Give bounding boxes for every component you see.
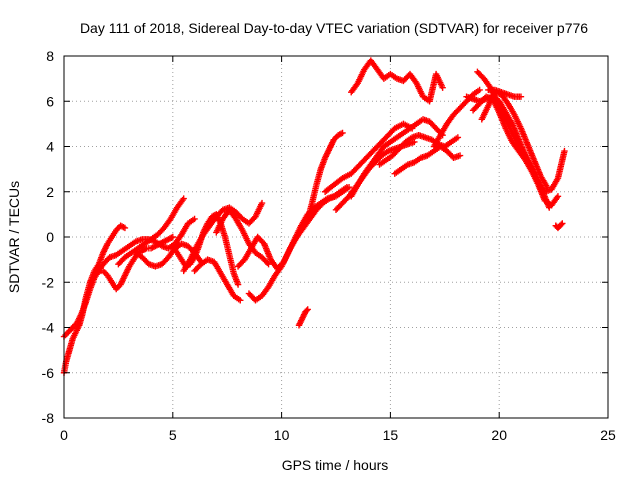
series-track-r	[391, 143, 464, 177]
data-point	[234, 281, 242, 288]
y-tick-label: -4	[42, 320, 55, 336]
series-track-x	[478, 89, 551, 191]
data-point	[343, 184, 351, 191]
y-tick-label: -8	[42, 410, 55, 426]
x-tick-label: 15	[383, 427, 399, 443]
data-point	[558, 221, 565, 228]
series-track-f	[169, 211, 242, 288]
data-point	[439, 84, 446, 91]
series-track-p	[348, 116, 446, 200]
series-track-d	[115, 195, 187, 268]
x-tick-label: 0	[60, 427, 68, 443]
y-tick-label: -6	[42, 365, 55, 381]
series-track-m	[304, 129, 346, 223]
y-tick-label: 6	[46, 93, 54, 109]
x-tick-label: 25	[600, 427, 616, 443]
data-point	[237, 297, 244, 304]
data-point	[546, 204, 553, 211]
series-track-l	[295, 306, 311, 329]
data-point	[264, 259, 271, 266]
series-track-g	[180, 199, 266, 275]
series-track-z	[552, 220, 566, 232]
data-point	[339, 129, 346, 137]
data-point	[554, 193, 562, 200]
series-track-w	[474, 68, 553, 211]
series-track-b	[60, 233, 176, 340]
x-tick-label: 20	[491, 427, 507, 443]
data-point	[454, 134, 462, 141]
data-point	[169, 233, 176, 241]
data-point	[304, 306, 311, 313]
data-point	[258, 199, 266, 207]
y-tick-label: 8	[46, 48, 54, 64]
y-tick-label: 4	[46, 139, 54, 155]
series-track-h	[191, 256, 244, 304]
data-point	[476, 86, 483, 94]
x-tick-label: 10	[274, 427, 290, 443]
data-point	[559, 220, 566, 227]
y-tick-label: 0	[46, 229, 54, 245]
y-axis-label: SDTVAR / TECUs	[6, 181, 22, 293]
x-tick-label: 5	[169, 427, 177, 443]
data-point	[303, 307, 310, 314]
data-point	[265, 260, 272, 268]
y-tick-label: -2	[42, 274, 55, 290]
data-point	[561, 147, 568, 155]
data-point	[191, 215, 198, 223]
series-track-y	[485, 86, 525, 100]
y-tick-label: 2	[46, 184, 54, 200]
data-point	[543, 184, 551, 191]
series-track-c	[93, 215, 198, 277]
axis-ticks: 0 5 10 15 20 25 -8 -6 -4 -2 0 2 4 6 8	[42, 48, 616, 443]
series-track-a	[60, 222, 129, 376]
data-point	[517, 93, 525, 100]
data-point	[180, 195, 187, 202]
data-point	[121, 224, 129, 232]
chart-title: Day 111 of 2018, Sidereal Day-to-day VTE…	[80, 20, 588, 36]
data-point	[456, 152, 464, 159]
series-track-s	[348, 57, 446, 105]
data-marks	[60, 57, 568, 376]
x-axis-label: GPS time / hours	[282, 457, 389, 473]
